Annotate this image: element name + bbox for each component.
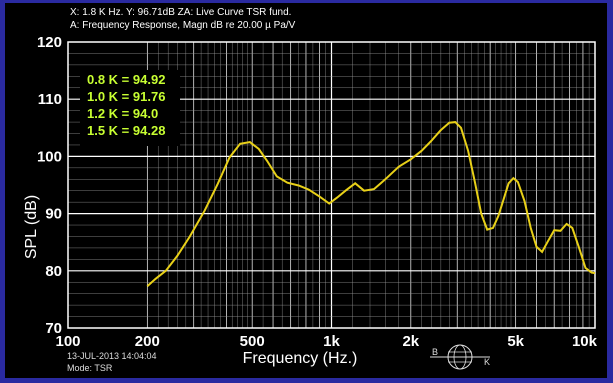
x-tick-label: 5k [507,333,524,350]
x-tick-label: 2k [402,333,419,350]
y-axis-ticks: 70 80 90 100 110 120 [37,34,62,337]
window-border-bottom [0,378,613,383]
y-tick-label: 110 [38,91,62,108]
annotation-item: 0.8 K = 94.92 [87,72,165,87]
bk-logo: B K [430,344,490,370]
x-tick-label: 100 [55,333,80,350]
cursor-readout: X: 1.8 K Hz. Y: 96.71dB ZA: Live Curve T… [70,7,291,18]
annotation-item: 1.0 K = 91.76 [87,89,165,104]
y-tick-label: 100 [37,148,62,165]
logo-letter-k: K [484,357,490,367]
y-tick-label: 90 [45,206,62,223]
timestamp: 13-JUL-2013 14:04:04 [67,351,157,361]
window-border-left [0,0,5,383]
y-tick-label: 70 [45,320,62,337]
annotation-list: 0.8 K = 94.92 1.0 K = 91.76 1.2 K = 94.0 1.… [87,72,165,138]
x-tick-label: 200 [135,333,160,350]
y-tick-label: 120 [37,34,62,51]
window-border-top [0,0,613,3]
x-axis-ticks: 100 200 500 1k 2k 5k 10k [55,333,597,350]
mode-label: Mode: TSR [67,363,113,373]
annotation-item: 1.2 K = 94.0 [87,106,158,121]
annotation-item: 1.5 K = 94.28 [87,123,165,138]
x-axis-label: Frequency (Hz.) [243,350,358,367]
y-axis-label: SPL (dB) [23,195,40,259]
trace-description: A: Frequency Response, Magn dB re 20.00 … [70,20,296,31]
plot-area[interactable] [67,41,596,329]
annotation-box [80,70,180,146]
y-tick-label: 80 [45,263,62,280]
x-tick-label: 500 [240,333,265,350]
logo-letter-b: B [432,347,438,357]
x-tick-label: 1k [323,333,340,350]
window-border-right [607,0,613,383]
response-curve [146,121,596,287]
x-tick-label: 10k [572,333,598,350]
